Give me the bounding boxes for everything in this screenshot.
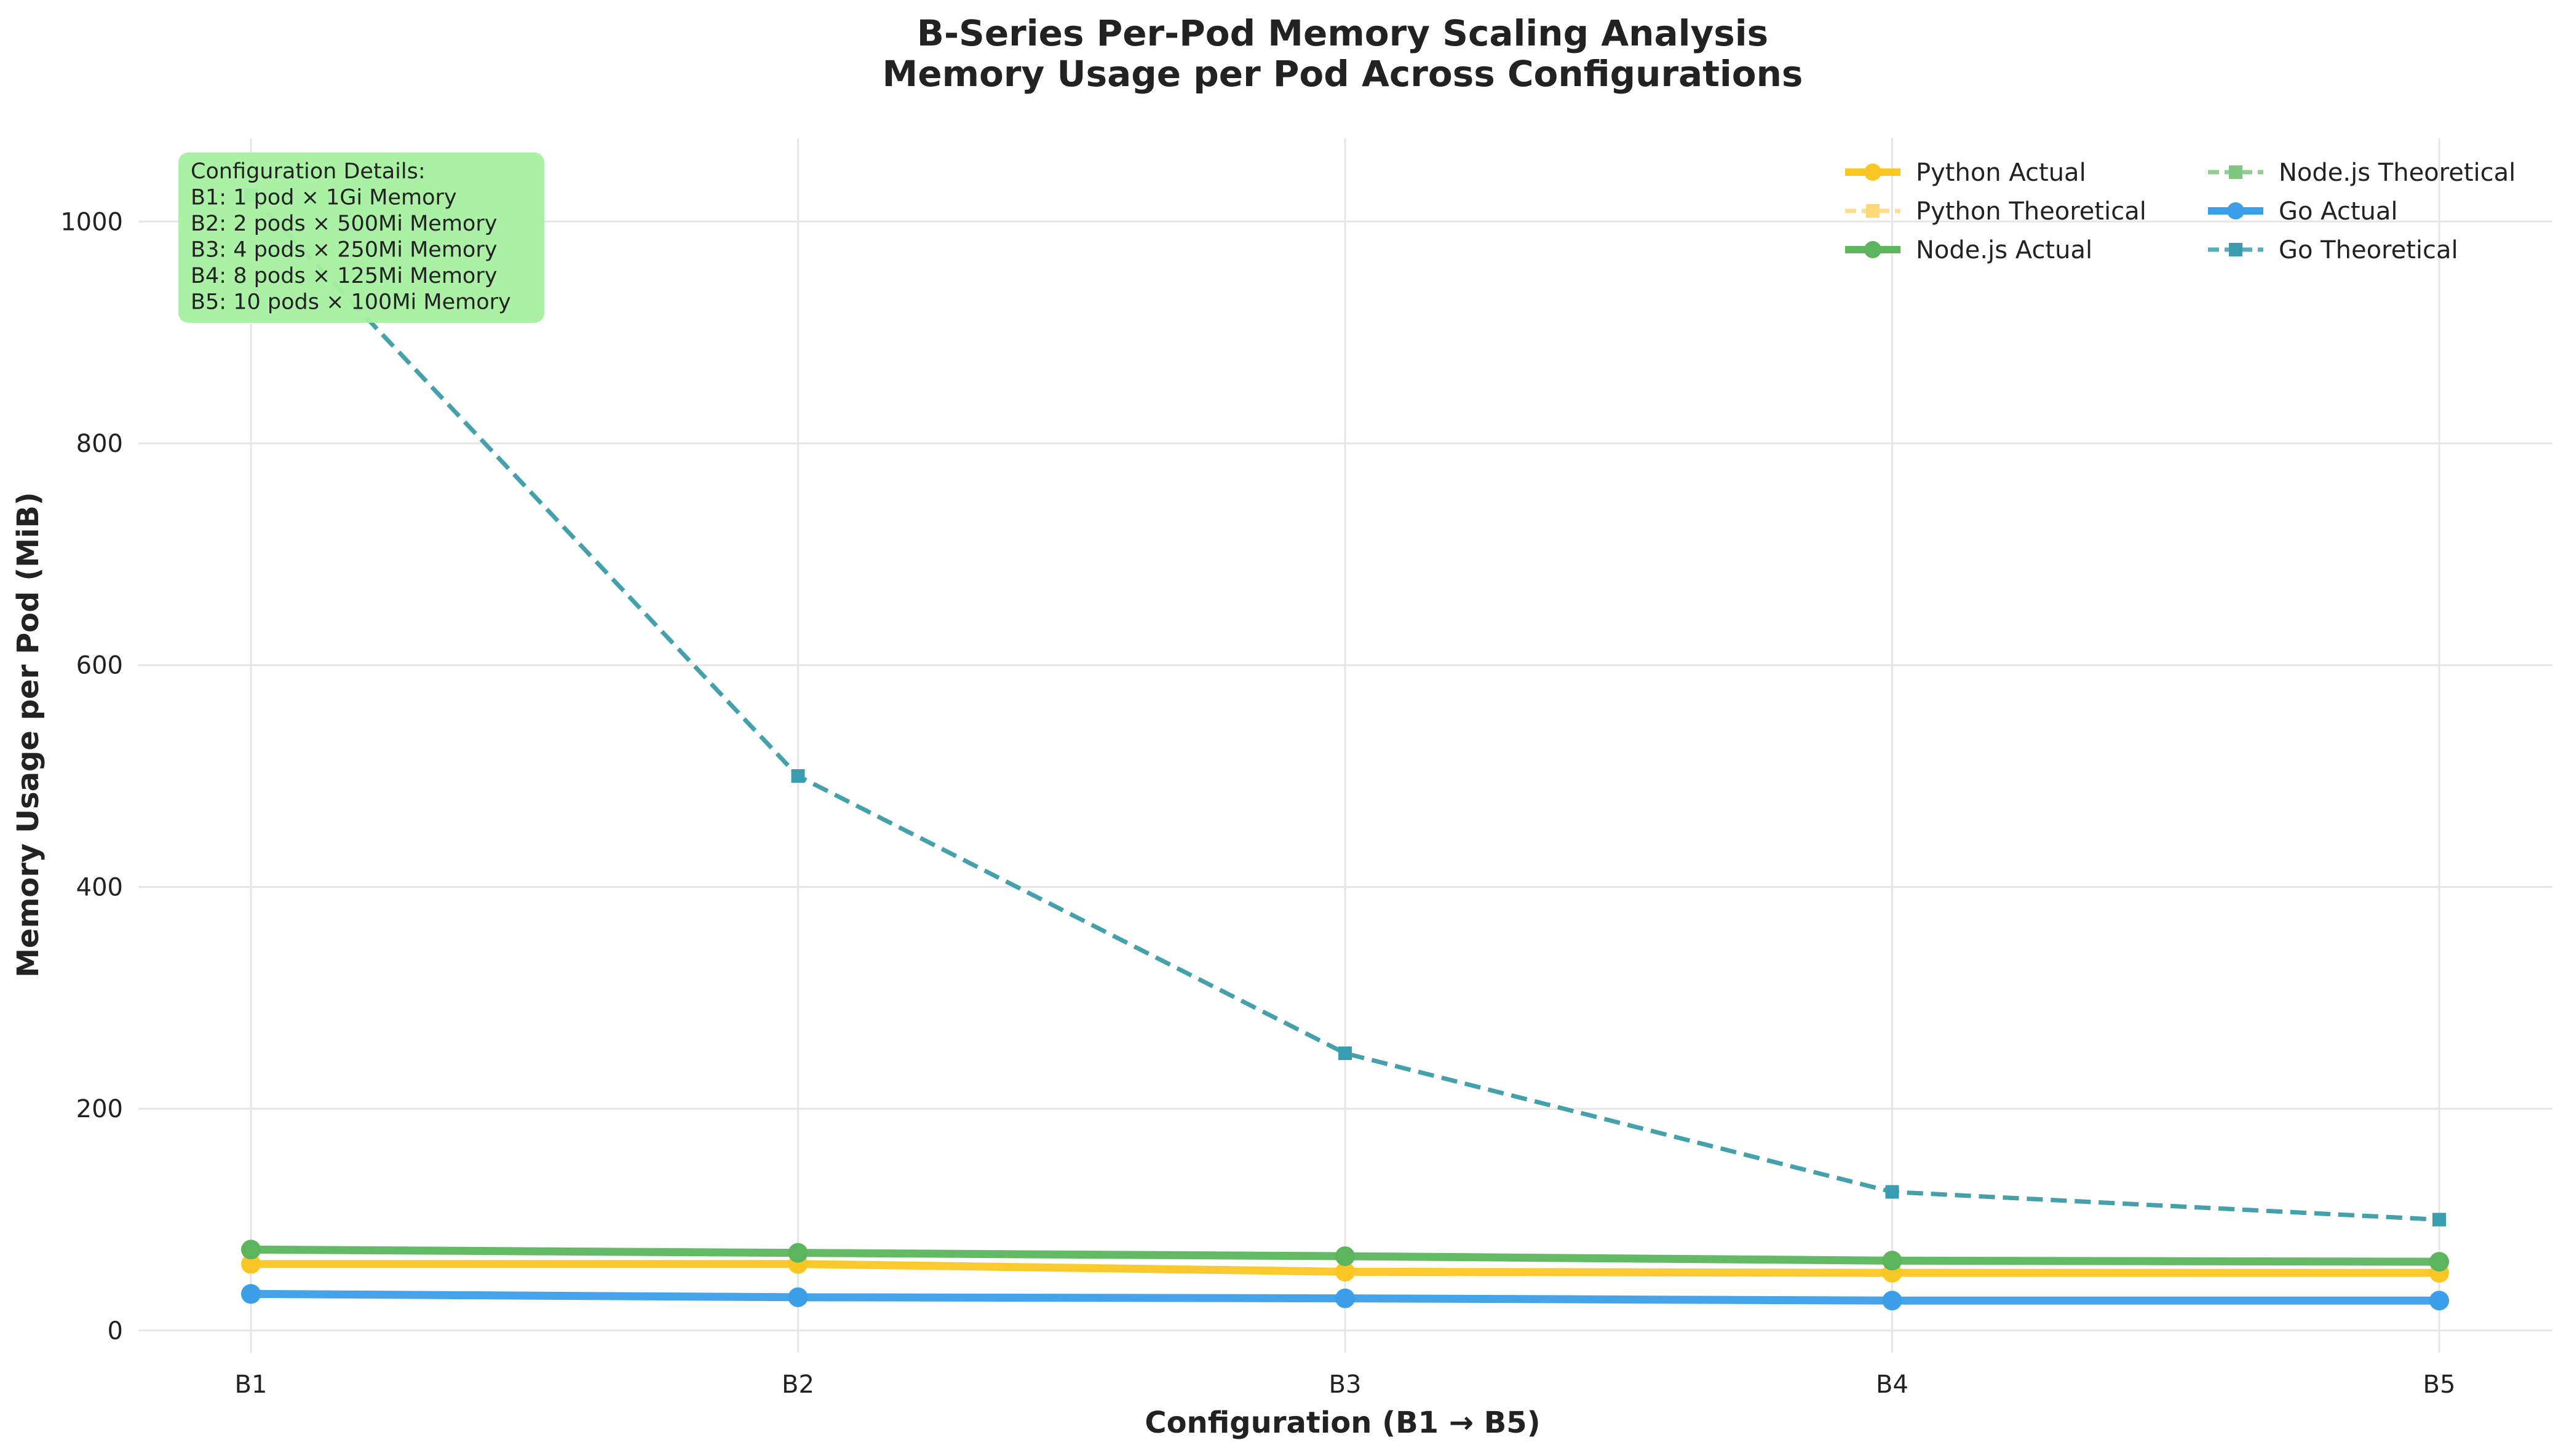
data-point-python-actual <box>241 1254 261 1274</box>
legend-marker <box>1864 164 1881 181</box>
data-point-go-actual <box>241 1284 261 1304</box>
data-point-go-theoretical <box>1338 1046 1352 1061</box>
series-line-go-theoretical <box>249 193 2440 1222</box>
y-axis-ticks: 0 200 400 600 800 1000 <box>60 208 123 1345</box>
x-axis-ticks: B1 B2 B3 B4 B5 <box>235 1371 2456 1399</box>
legend-marker <box>2229 243 2242 256</box>
y-tick-label: 200 <box>76 1095 123 1123</box>
data-point-go-actual <box>1882 1291 1902 1311</box>
chart-title: B-Series Per-Pod Memory Scaling Analysis <box>917 12 1768 54</box>
annotation-line: Configuration Details: <box>191 159 426 184</box>
legend-item-go-actual: Go Actual <box>2208 197 2398 226</box>
y-axis-label: Memory Usage per Pod (MiB) <box>11 492 46 978</box>
legend-label: Node.js Actual <box>1916 236 2092 264</box>
y-tick-label: 600 <box>76 652 123 680</box>
annotation-line: B2: 2 pods × 500Mi Memory <box>191 212 497 236</box>
legend-item-go-theoretical: Go Theoretical <box>2208 236 2458 264</box>
y-tick-label: 400 <box>76 873 123 901</box>
x-tick-label: B5 <box>2423 1371 2456 1399</box>
series-node-js-actual <box>241 1240 2449 1272</box>
annotation-box <box>178 152 544 323</box>
legend-marker <box>2227 202 2244 220</box>
annotation-line: B1: 1 pod × 1Gi Memory <box>191 186 457 210</box>
y-tick-label: 800 <box>76 430 123 458</box>
x-tick-label: B2 <box>782 1371 814 1399</box>
legend-item-python-theoretical: Python Theoretical <box>1845 197 2146 226</box>
annotation-line: B3: 4 pods × 250Mi Memory <box>191 238 497 263</box>
x-tick-label: B4 <box>1876 1371 1908 1399</box>
legend: Python Actual Python Theoretical Node.js A… <box>1845 159 2515 264</box>
configuration-details-annotation: Configuration Details:B1: 1 pod × 1Gi Me… <box>178 152 544 323</box>
legend-label: Go Actual <box>2279 197 2398 226</box>
legend-label: Python Theoretical <box>1916 197 2146 226</box>
data-point-python-actual <box>1335 1262 1355 1282</box>
y-tick-label: 1000 <box>60 208 123 236</box>
x-tick-label: B1 <box>235 1371 268 1399</box>
legend-marker <box>2229 165 2242 179</box>
x-tick-label: B3 <box>1329 1371 1362 1399</box>
chart-subtitle: Memory Usage per Pod Across Configuratio… <box>883 53 1803 95</box>
legend-marker <box>1866 204 1880 218</box>
data-point-go-theoretical <box>1885 1185 1899 1199</box>
data-point-node-js-actual <box>241 1240 261 1260</box>
data-point-node-js-actual <box>2429 1252 2449 1272</box>
annotation-line: B4: 8 pods × 125Mi Memory <box>191 264 497 288</box>
x-axis-label: Configuration (B1 → B5) <box>1145 1406 1540 1440</box>
legend-label: Node.js Theoretical <box>2279 159 2515 187</box>
series-go-actual <box>241 1284 2449 1311</box>
data-point-node-js-actual <box>788 1243 808 1263</box>
legend-label: Go Theoretical <box>2279 236 2458 264</box>
legend-marker <box>1864 241 1881 258</box>
data-point-go-theoretical <box>791 769 805 783</box>
y-tick-label: 0 <box>108 1317 123 1345</box>
legend-item-python-actual: Python Actual <box>1845 159 2086 187</box>
data-point-go-actual <box>2429 1291 2449 1311</box>
series-lines <box>241 188 2449 1311</box>
data-point-node-js-actual <box>1882 1251 1902 1271</box>
data-point-node-js-actual <box>1335 1246 1355 1267</box>
legend-item-node-js-theoretical: Node.js Theoretical <box>2208 159 2515 187</box>
data-point-go-actual <box>788 1287 808 1307</box>
data-point-go-theoretical <box>2432 1213 2446 1227</box>
legend-label: Python Actual <box>1916 159 2086 187</box>
legend-item-node-js-actual: Node.js Actual <box>1845 236 2092 264</box>
annotation-line: B5: 10 pods × 100Mi Memory <box>191 290 511 315</box>
data-point-go-actual <box>1335 1288 1355 1308</box>
